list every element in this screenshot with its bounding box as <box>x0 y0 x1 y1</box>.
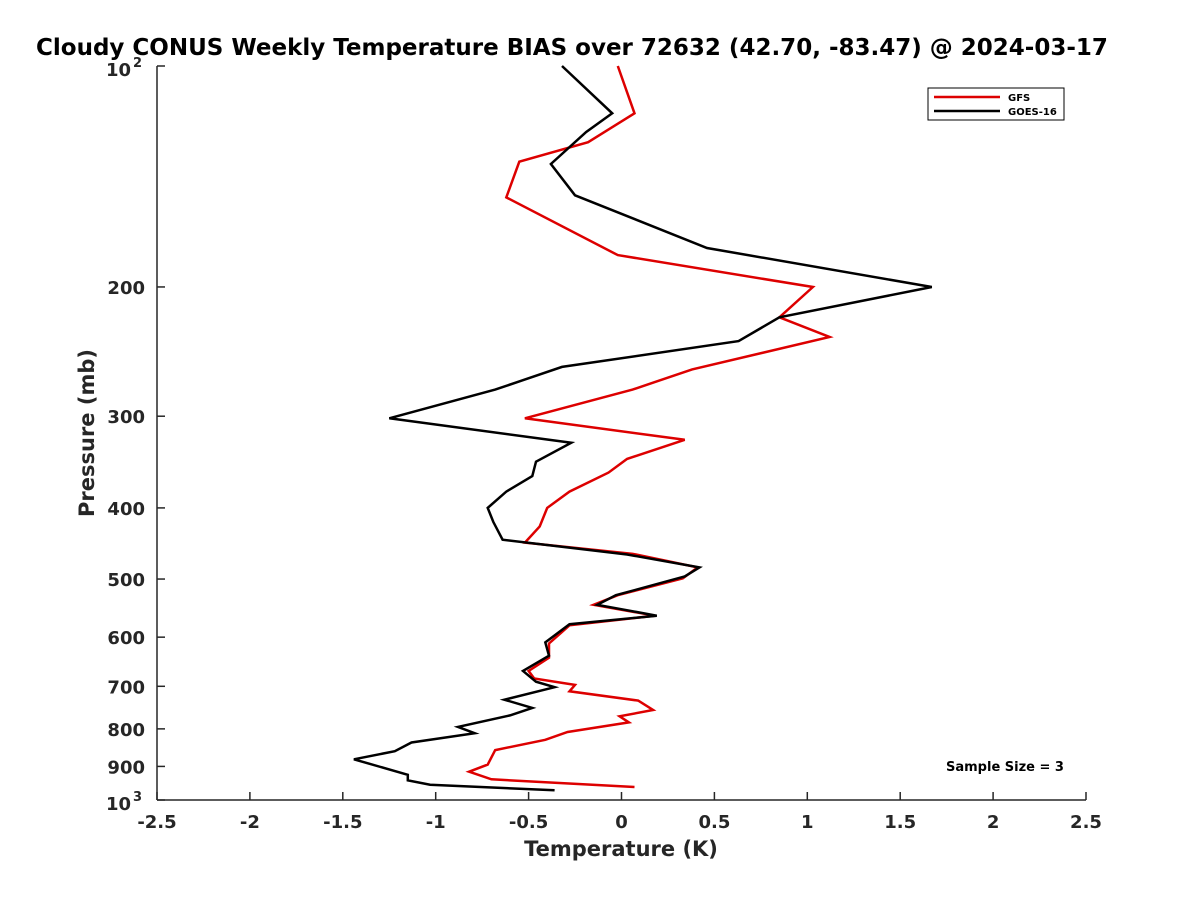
y-tick-label-bottom: 10 <box>106 794 131 815</box>
legend: GFS GOES-16 <box>927 87 1065 121</box>
x-tick-label: 1.5 <box>884 812 916 833</box>
y-tick-label: 200 <box>107 278 145 299</box>
x-tick-label: 0 <box>615 812 628 833</box>
y-tick-label: 800 <box>107 720 145 741</box>
y-tick-label: 900 <box>107 757 145 778</box>
y-axis-label: Pressure (mb) <box>75 349 99 517</box>
x-tick-layer: -2.5 -2 -1.5 -1 -0.5 0 0.5 1 1.5 2 2.5 <box>137 792 1102 833</box>
sample-size-annotation: Sample Size = 3 <box>946 760 1064 775</box>
y-tick-label: 700 <box>107 677 145 698</box>
y-tick-label: 500 <box>107 570 145 591</box>
y-tick-exponent-bottom: 3 <box>133 790 142 805</box>
y-tick-label-top: 10 <box>106 60 131 81</box>
legend-label-goes16: GOES-16 <box>1008 107 1057 118</box>
x-axis-label: Temperature (K) <box>524 837 718 861</box>
x-tick-label: 2 <box>987 812 1000 833</box>
x-tick-label: -1.5 <box>323 812 362 833</box>
y-tick-exponent-top: 2 <box>133 56 142 71</box>
y-tick-label: 400 <box>107 499 145 520</box>
series-layer <box>353 65 933 792</box>
x-tick-label: 0.5 <box>698 812 730 833</box>
x-tick-label: -2 <box>240 812 260 833</box>
x-tick-label: 2.5 <box>1070 812 1102 833</box>
y-tick-label: 600 <box>107 628 145 649</box>
y-tick-label: 300 <box>107 407 145 428</box>
legend-box <box>927 87 1065 121</box>
chart-title: Cloudy CONUS Weekly Temperature BIAS ove… <box>36 35 1108 61</box>
x-tick-label: 1 <box>801 812 814 833</box>
x-tick-label: -0.5 <box>509 812 548 833</box>
legend-label-gfs: GFS <box>1008 93 1030 104</box>
x-tick-label: -2.5 <box>137 812 176 833</box>
x-tick-label: -1 <box>426 812 446 833</box>
series-line-goes-16 <box>353 65 933 792</box>
